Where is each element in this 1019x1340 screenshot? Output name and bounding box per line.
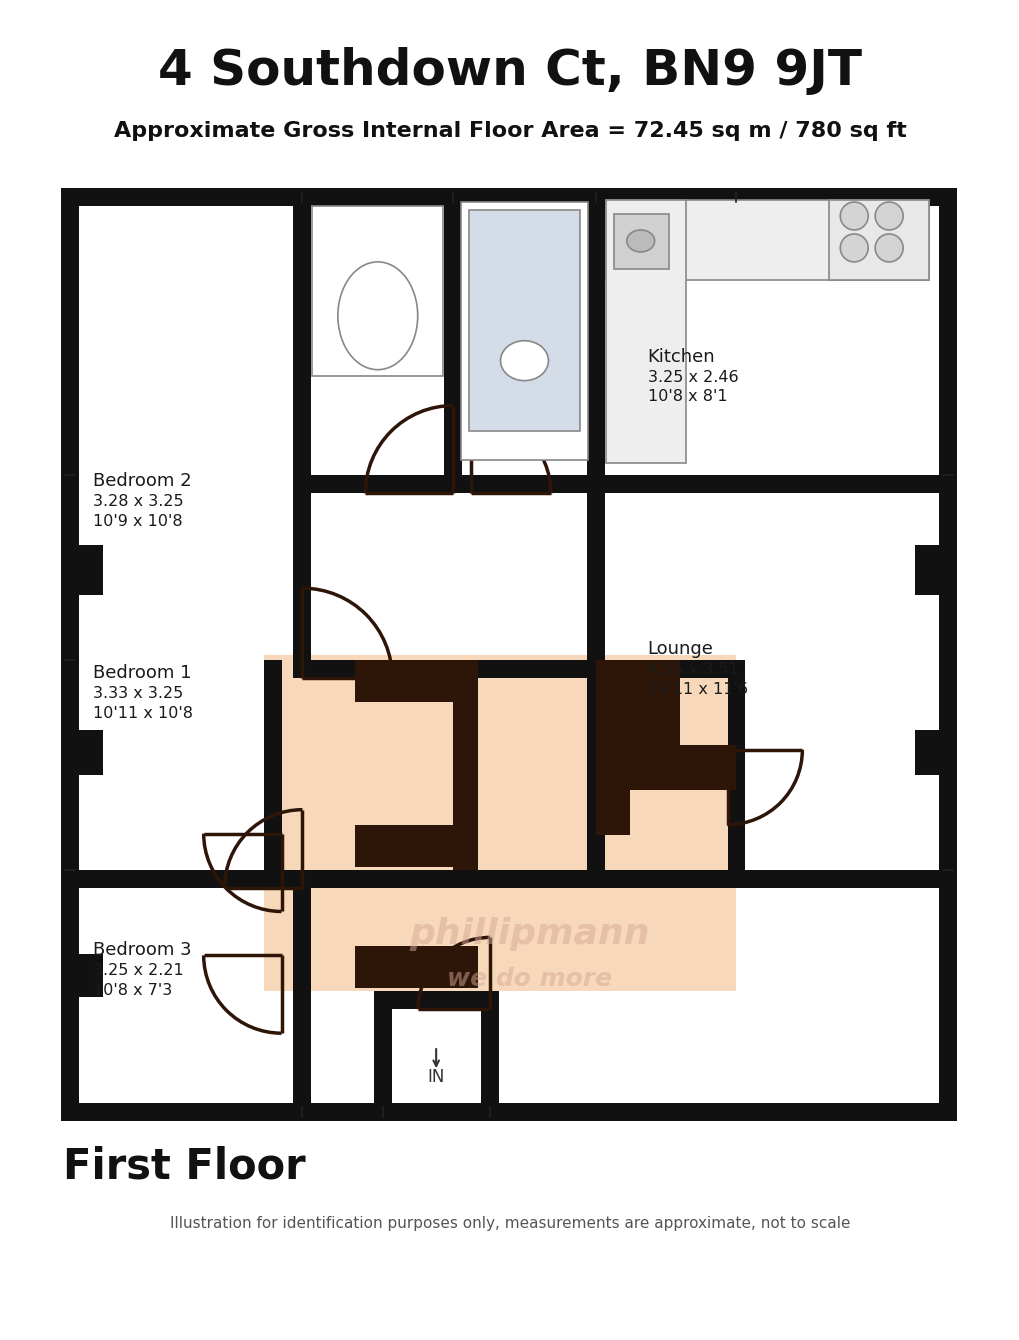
Bar (595, 661, 629, 835)
Circle shape (874, 202, 902, 230)
Text: 3.33 x 3.25
10'11 x 10'8: 3.33 x 3.25 10'11 x 10'8 (93, 686, 193, 721)
Circle shape (840, 234, 867, 261)
Text: First Floor: First Floor (63, 1146, 306, 1187)
Ellipse shape (500, 340, 548, 381)
Bar (293, 870, 311, 1122)
Text: we do more: we do more (447, 967, 612, 992)
Text: 4 Southdown Ct, BN9 9JT: 4 Southdown Ct, BN9 9JT (158, 47, 861, 95)
Circle shape (840, 202, 867, 230)
Text: phillipmann: phillipmann (410, 918, 649, 951)
Bar (727, 870, 956, 887)
Bar (263, 870, 745, 887)
Bar (452, 661, 478, 870)
Bar (586, 188, 604, 493)
Text: Lounge: Lounge (647, 641, 713, 658)
Bar (586, 493, 604, 870)
Bar (293, 476, 604, 493)
Text: Bedroom 2: Bedroom 2 (93, 473, 192, 490)
Bar (61, 188, 956, 206)
Bar (469, 210, 579, 430)
Bar (481, 992, 498, 1122)
Bar (61, 954, 103, 997)
Bar (914, 545, 956, 595)
Bar (828, 200, 928, 280)
Text: Bedroom 3: Bedroom 3 (93, 942, 192, 959)
Bar (605, 200, 928, 280)
Text: IN: IN (427, 1068, 444, 1087)
Text: 3.28 x 3.25
10'9 x 10'8: 3.28 x 3.25 10'9 x 10'8 (93, 494, 183, 529)
Bar (263, 661, 281, 887)
Bar (61, 1103, 956, 1122)
Bar (355, 946, 478, 989)
Circle shape (874, 234, 902, 261)
Bar (605, 200, 685, 464)
Bar (293, 493, 311, 678)
Bar (355, 824, 478, 867)
Bar (461, 202, 587, 461)
Bar (727, 661, 745, 887)
Bar (355, 661, 478, 702)
Text: Illustration for identification purposes only, measurements are approximate, not: Illustration for identification purposes… (169, 1217, 850, 1231)
Bar (293, 188, 311, 493)
Bar (61, 188, 78, 1122)
Ellipse shape (626, 230, 654, 252)
Bar (938, 188, 956, 1122)
Text: 3.25 x 2.46
10'8 x 8'1: 3.25 x 2.46 10'8 x 8'1 (647, 370, 738, 405)
Text: 3.25 x 2.21
10'8 x 7'3: 3.25 x 2.21 10'8 x 7'3 (93, 963, 183, 998)
Bar (629, 661, 679, 745)
Bar (586, 476, 956, 493)
Ellipse shape (337, 261, 418, 370)
Bar (383, 992, 489, 1009)
Bar (61, 545, 103, 595)
Text: Kitchen: Kitchen (647, 347, 714, 366)
Text: Bedroom 1: Bedroom 1 (93, 665, 192, 682)
Bar (443, 188, 462, 493)
Bar (374, 992, 392, 1122)
Text: 4.55 x 3.51
14'11 x 11'6: 4.55 x 3.51 14'11 x 11'6 (647, 662, 747, 697)
Bar (613, 214, 668, 269)
Bar (61, 870, 281, 887)
Text: Approximate Gross Internal Floor Area = 72.45 sq m / 780 sq ft: Approximate Gross Internal Floor Area = … (113, 121, 906, 141)
Bar (293, 661, 745, 678)
Bar (263, 655, 736, 992)
Bar (312, 206, 442, 375)
Bar (914, 730, 956, 775)
Bar (61, 730, 103, 775)
Bar (595, 745, 736, 789)
